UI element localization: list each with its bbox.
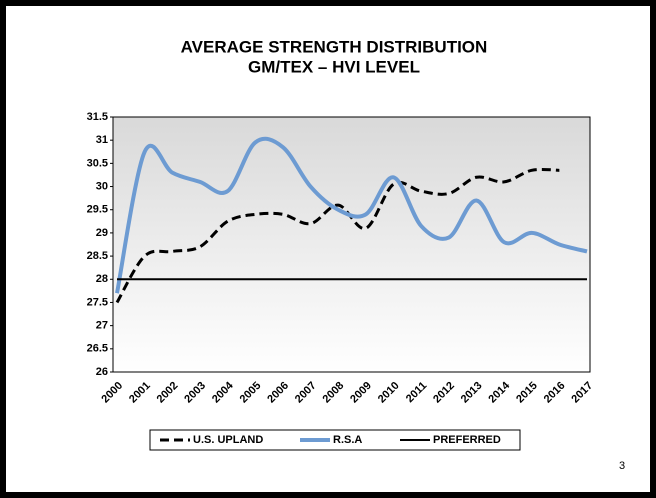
legend-label: R.S.A <box>333 434 362 446</box>
page-number: 3 <box>619 460 625 472</box>
y-tick-label: 26.5 <box>87 343 108 355</box>
y-tick-label: 28 <box>96 273 108 285</box>
y-tick-label: 27.5 <box>87 296 108 308</box>
series-line <box>115 167 560 304</box>
y-tick-label: 28.5 <box>87 250 108 262</box>
y-tick-label: 31.5 <box>87 111 108 123</box>
legend-box <box>149 429 521 451</box>
y-tick-label: 30.5 <box>87 157 108 169</box>
y-tick-label: 29.5 <box>87 204 108 216</box>
y-tick-label: 29 <box>96 227 108 239</box>
plot-area <box>112 116 591 373</box>
legend-label: PREFERRED <box>433 434 501 446</box>
legend-label: U.S. UPLAND <box>193 434 263 446</box>
series-line <box>115 136 588 294</box>
chart-subtitle: GM/TEX – HVI LEVEL <box>248 57 420 76</box>
y-tick-label: 26 <box>96 366 108 378</box>
chart-title: AVERAGE STRENGTH DISTRIBUTION <box>181 37 488 56</box>
y-tick-label: 31 <box>96 134 108 146</box>
y-tick-label: 27 <box>96 320 108 332</box>
y-tick-label: 30 <box>96 180 108 192</box>
